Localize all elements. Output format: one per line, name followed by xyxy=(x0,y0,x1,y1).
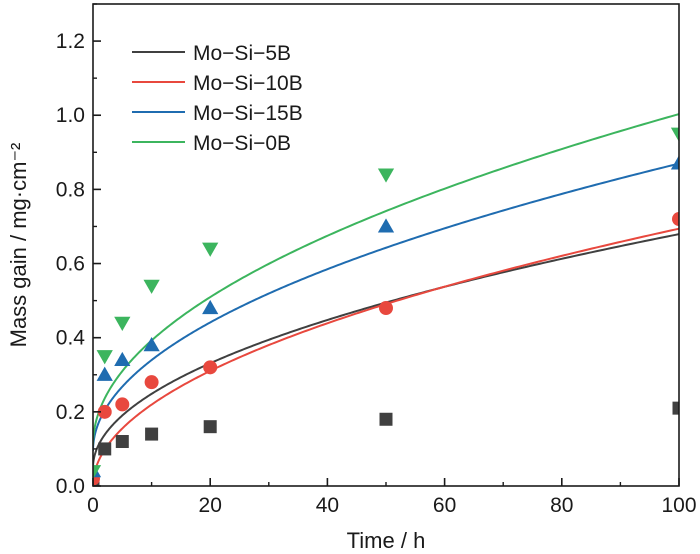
legend-label-2: Mo−Si−15B xyxy=(193,102,303,125)
data-point-s3-0 xyxy=(93,465,102,480)
x-tick-label-0: 0 xyxy=(87,494,99,517)
data-point-s2-2 xyxy=(114,351,131,367)
data-point-s3-4 xyxy=(202,242,219,257)
data-point-s3-2 xyxy=(114,316,131,331)
data-point-s0-2 xyxy=(115,435,129,449)
fit-line-0 xyxy=(93,233,679,468)
data-point-s2-3 xyxy=(143,336,160,352)
x-tick-label-1: 20 xyxy=(199,494,222,517)
data-point-s2-5 xyxy=(377,218,395,233)
x-tick-label-3: 60 xyxy=(433,494,456,517)
data-point-s3-3 xyxy=(143,279,160,294)
y-axis-title: Mass gain / mg·cm⁻² xyxy=(6,143,31,348)
x-tick-label-5: 100 xyxy=(661,494,696,517)
x-tick-label-4: 80 xyxy=(550,494,573,517)
axes: 0 20 40 60 80 100 0.0 0.2 0.4 0.6 0.8 1.0 1.2 xyxy=(56,3,697,517)
legend-label-1: Mo−Si−10B xyxy=(193,72,303,95)
y-tick-label-5: 1.0 xyxy=(56,104,85,127)
y-tick-label-6: 1.2 xyxy=(56,30,85,53)
data-point-s0-4 xyxy=(203,420,217,434)
legend-label-3: Mo−Si−0B xyxy=(193,132,291,155)
x-axis-title: Time / h xyxy=(347,528,426,553)
plot-area xyxy=(93,113,679,486)
y-tick-label-0: 0.0 xyxy=(56,475,85,498)
y-tick-label-2: 0.4 xyxy=(56,327,86,350)
legend-label-0: Mo−Si−5B xyxy=(193,42,291,65)
y-tick-label-1: 0.2 xyxy=(56,401,85,424)
data-point-s2-1 xyxy=(96,366,113,381)
fit-line-3 xyxy=(93,113,679,446)
data-point-s0-5 xyxy=(379,412,393,426)
data-point-s1-3 xyxy=(144,375,159,390)
data-point-s1-2 xyxy=(115,397,130,412)
fit-line-2 xyxy=(93,162,679,451)
data-point-s3-5 xyxy=(377,168,395,183)
y-tick-label-3: 0.6 xyxy=(56,253,85,276)
data-point-s1-1 xyxy=(97,404,112,419)
x-tick-label-2: 40 xyxy=(316,494,339,517)
data-point-s0-6 xyxy=(672,401,679,415)
data-point-s2-6 xyxy=(670,155,679,170)
data-point-s1-6 xyxy=(672,212,679,227)
data-point-s1-4 xyxy=(203,360,218,375)
data-point-s3-6 xyxy=(670,127,679,142)
data-point-s2-4 xyxy=(202,299,219,315)
legend: Mo−Si−5B Mo−Si−10B Mo−Si−15B Mo−Si−0B xyxy=(132,42,303,155)
y-tick-label-4: 0.8 xyxy=(56,178,85,201)
data-point-s0-3 xyxy=(145,427,159,441)
data-point-s0-1 xyxy=(98,442,112,456)
data-point-s1-5 xyxy=(379,301,393,316)
data-point-s3-1 xyxy=(96,350,113,365)
